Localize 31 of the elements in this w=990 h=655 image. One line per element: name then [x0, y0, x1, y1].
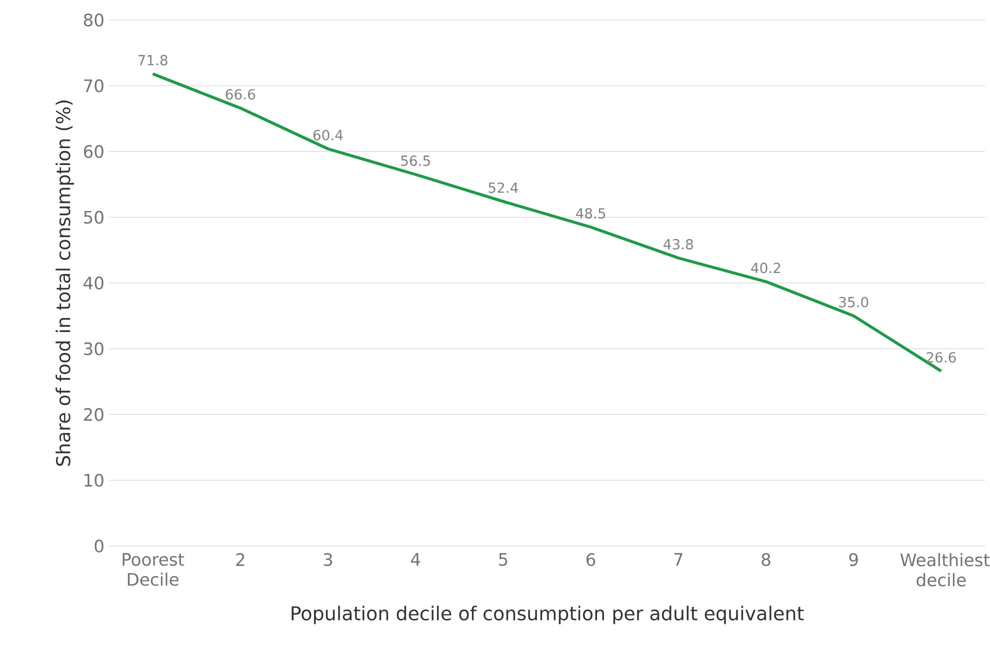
x-tick-label: 4 [410, 553, 420, 566]
y-tick-label: 30 [84, 342, 104, 356]
x-tick-label: 8 [762, 553, 770, 566]
x-tick-label: Wealthiest decile [900, 553, 990, 586]
y-tick-label: 60 [84, 145, 104, 158]
y-tick-label: 40 [84, 276, 104, 290]
x-tick-label: 2 [236, 553, 244, 566]
y-tick-label: 70 [84, 79, 104, 92]
x-tick-label: 6 [586, 553, 596, 566]
y-axis-title: Share of food in total consumption (%) [56, 100, 74, 466]
data-label: 56.5 [401, 155, 430, 166]
x-tick-label: 9 [849, 553, 858, 566]
data-label: 71.8 [138, 54, 168, 66]
y-tick-label: 20 [84, 408, 104, 421]
x-axis-title: Population decile of consumption per adult equivalent [292, 606, 804, 624]
data-label: 35.0 [839, 296, 868, 308]
y-tick-label: 50 [84, 210, 104, 224]
data-label: 48.5 [576, 208, 606, 219]
y-tick-label: 80 [84, 14, 104, 26]
y-tick-label: 0 [94, 540, 104, 552]
data-label: 26.6 [926, 352, 956, 363]
x-tick-label: Poorest Decile [122, 553, 184, 586]
x-tick-label: 5 [499, 553, 508, 566]
y-tick-label: 10 [84, 474, 104, 487]
data-label: 60.4 [313, 130, 343, 140]
data-label: 66.6 [226, 89, 256, 100]
data-label: 52.4 [488, 182, 518, 193]
x-tick-label: 3 [324, 553, 332, 566]
data-label: 40.2 [751, 262, 780, 274]
data-label: 43.8 [664, 238, 693, 250]
x-tick-label: 7 [674, 553, 682, 566]
